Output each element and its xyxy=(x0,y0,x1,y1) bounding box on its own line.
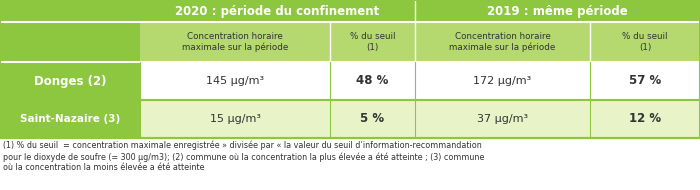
Text: % du seuil
(1): % du seuil (1) xyxy=(622,32,668,52)
Text: 12 %: 12 % xyxy=(629,112,661,126)
Text: (1) % du seuil  = concentration maximale enregistrée » divisée par « la valeur d: (1) % du seuil = concentration maximale … xyxy=(3,141,482,150)
Bar xyxy=(330,22,415,62)
Bar xyxy=(0,62,140,100)
Text: 15 µg/m³: 15 µg/m³ xyxy=(209,114,260,124)
Text: où la concentration la moins élevée a été atteinte: où la concentration la moins élevée a ét… xyxy=(3,163,204,172)
Bar xyxy=(0,0,700,22)
Bar xyxy=(590,22,700,62)
Bar xyxy=(140,100,700,138)
Text: % du seuil
(1): % du seuil (1) xyxy=(350,32,395,52)
Bar xyxy=(0,0,700,138)
Text: Donges (2): Donges (2) xyxy=(34,74,106,88)
Text: 2019 : même période: 2019 : même période xyxy=(487,5,628,17)
Text: 57 %: 57 % xyxy=(629,74,661,88)
Text: pour le dioxyde de soufre (= 300 µg/m3); (2) commune où la concentration la plus: pour le dioxyde de soufre (= 300 µg/m3);… xyxy=(3,152,484,162)
Text: 48 %: 48 % xyxy=(356,74,389,88)
Bar xyxy=(415,22,590,62)
Text: Concentration horaire
maximale sur la période: Concentration horaire maximale sur la pé… xyxy=(449,32,556,52)
Text: 2020 : période du confinement: 2020 : période du confinement xyxy=(176,5,379,17)
Bar xyxy=(0,100,140,138)
Text: 145 µg/m³: 145 µg/m³ xyxy=(206,76,264,86)
Text: Saint-Nazaire (3): Saint-Nazaire (3) xyxy=(20,114,120,124)
Text: 37 µg/m³: 37 µg/m³ xyxy=(477,114,528,124)
Bar xyxy=(0,22,140,62)
Bar xyxy=(140,22,330,62)
Text: 5 %: 5 % xyxy=(360,112,384,126)
Text: 172 µg/m³: 172 µg/m³ xyxy=(473,76,531,86)
Bar xyxy=(140,62,700,100)
Text: Concentration horaire
maximale sur la période: Concentration horaire maximale sur la pé… xyxy=(182,32,288,52)
